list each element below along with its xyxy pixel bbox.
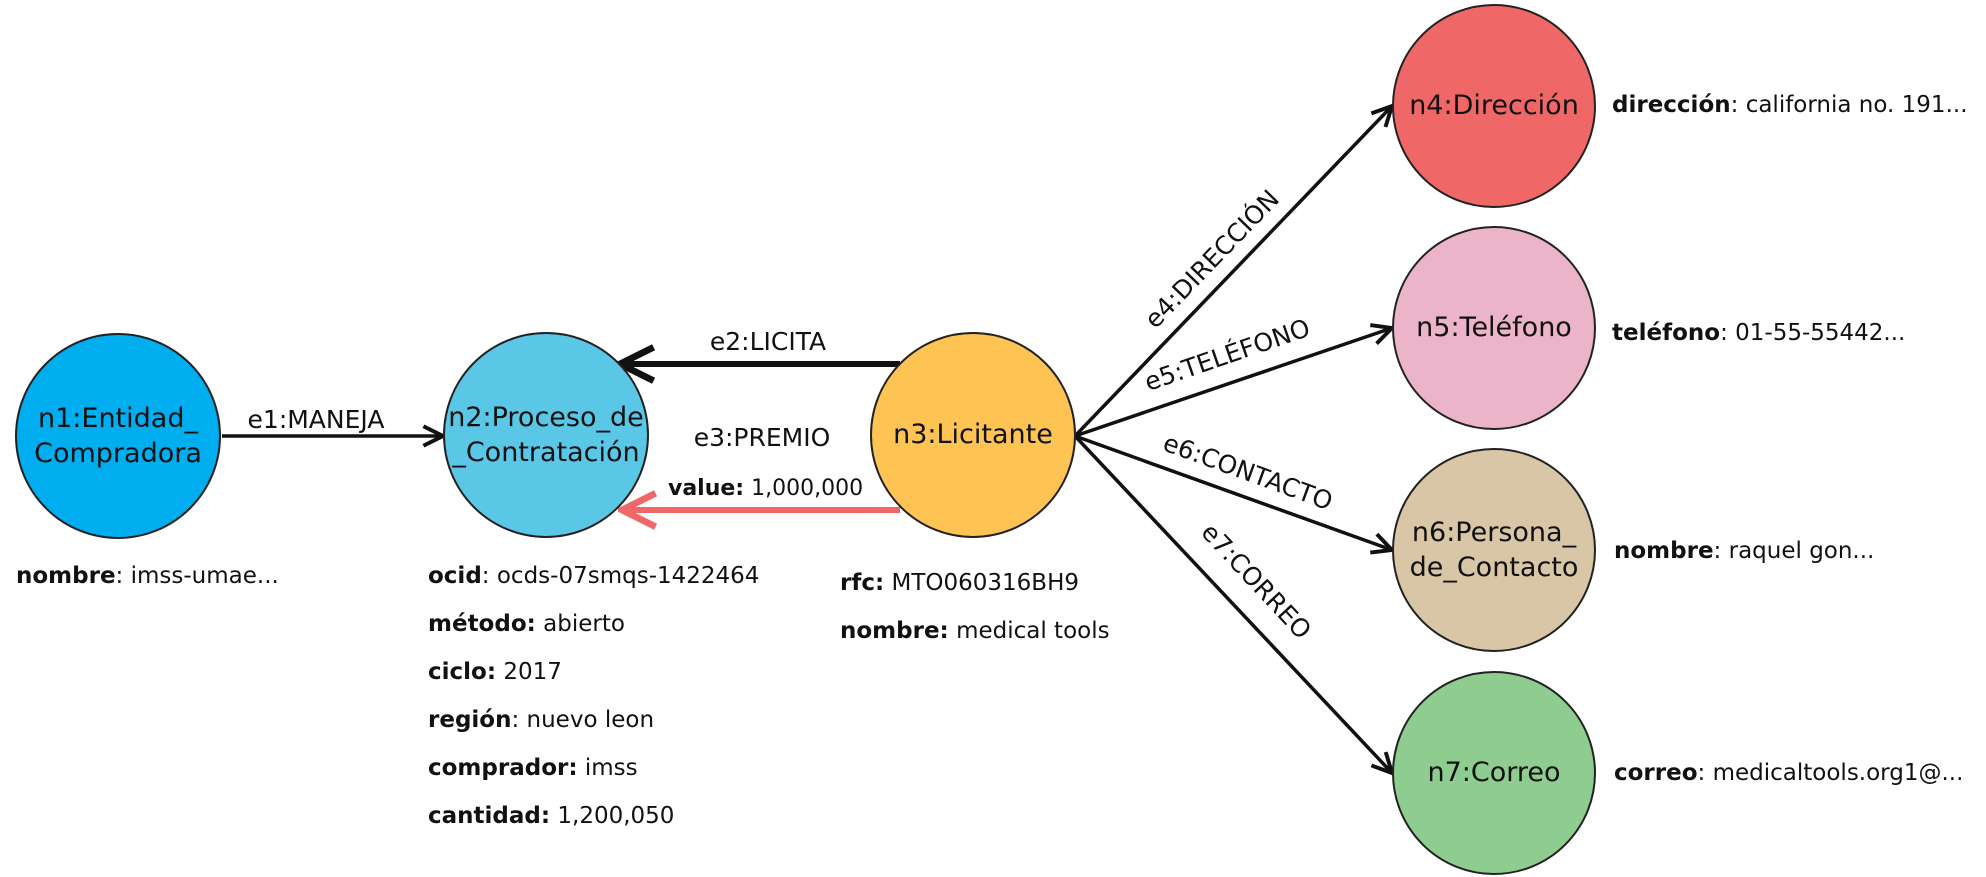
property-value: imss <box>584 755 638 781</box>
edge-e4-line <box>1073 106 1392 438</box>
property-value: 01-55-55442... <box>1735 320 1906 346</box>
n7-attribute: correo: medicaltools.org1@... <box>1614 760 1963 786</box>
property-key: rfc: <box>840 570 885 596</box>
edge-e3-value: value: 1,000,000 <box>668 476 863 501</box>
property-sep: : <box>481 563 497 589</box>
node-n6-label-line2: de_Contacto <box>1409 552 1579 583</box>
property-value: medical tools <box>956 618 1110 644</box>
n4-attribute: dirección: california no. 191... <box>1612 92 1968 118</box>
property-value: abierto <box>543 611 625 637</box>
node-n4-label: n4:Dirección <box>1409 90 1579 122</box>
property-key: nombre <box>16 563 116 589</box>
node-n5: n5:Teléfono <box>1392 226 1596 430</box>
property-key: teléfono <box>1612 320 1721 346</box>
property-row: rfc: MTO060316BH9 <box>840 572 1110 620</box>
property-key: ocid <box>428 563 482 589</box>
edge-e2-label: e2:LICITA <box>710 327 826 356</box>
node-n2: n2:Proceso_de _Contratación <box>443 332 649 538</box>
node-n7-label: n7:Correo <box>1427 757 1561 789</box>
property-value: raquel gon... <box>1728 538 1875 564</box>
property-key: nombre <box>1614 538 1714 564</box>
property-row: ciclo: 2017 <box>428 661 759 709</box>
property-key: cantidad: <box>428 803 551 829</box>
edge-e6-line <box>1074 434 1392 550</box>
property-value: medicaltools.org1@... <box>1712 760 1964 786</box>
property-value: imss-umae... <box>130 563 279 589</box>
node-n2-label-line1: n2:Proceso_de <box>448 401 644 433</box>
property-sep <box>949 618 956 644</box>
property-row: nombre: imss-umae... <box>16 565 279 613</box>
property-key: ciclo: <box>428 659 497 685</box>
property-row: cantidad: 1,200,050 <box>428 805 759 853</box>
property-sep: : <box>115 563 131 589</box>
edge-e5-line <box>1074 328 1392 438</box>
property-sep: : <box>1730 92 1746 118</box>
node-n6-label-line1: n6:Persona_ <box>1411 516 1577 548</box>
property-key: dirección <box>1612 92 1731 118</box>
node-n1-label-line2: Compradora <box>34 438 202 469</box>
property-row: ocid: ocds-07smqs-1422464 <box>428 565 759 613</box>
node-n2-label-line2: _Contratación <box>452 437 640 468</box>
property-key: nombre: <box>840 618 949 644</box>
node-n6: n6:Persona_ de_Contacto <box>1392 448 1596 652</box>
node-n5-label: n5:Teléfono <box>1416 312 1572 344</box>
property-value: ocds-07smqs-1422464 <box>496 563 760 589</box>
property-row: método: abierto <box>428 613 759 661</box>
property-row: comprador: imss <box>428 757 759 805</box>
property-sep: : <box>1697 760 1713 786</box>
node-n7: n7:Correo <box>1392 671 1596 875</box>
property-value: california no. 191... <box>1745 92 1968 118</box>
property-key: comprador: <box>428 755 578 781</box>
property-value: 1,200,050 <box>557 803 675 829</box>
property-value: 2017 <box>503 659 562 685</box>
property-key: método: <box>428 611 536 637</box>
property-sep <box>884 570 891 596</box>
edge-e6-label: e6:CONTACTO <box>1159 428 1336 516</box>
n2-properties: ocid: ocds-07smqs-1422464 método: abiert… <box>428 565 759 853</box>
property-value: nuevo leon <box>526 707 655 733</box>
edge-e7-line <box>1073 434 1392 773</box>
property-sep <box>578 755 585 781</box>
node-n1-label-line1: n1:Entidad_ <box>38 402 198 434</box>
property-row: nombre: medical tools <box>840 620 1110 668</box>
n5-attribute: teléfono: 01-55-55442... <box>1612 320 1905 346</box>
edge-e4-label: e4:DIRECCIÓN <box>1138 184 1285 334</box>
property-sep: : <box>511 707 527 733</box>
node-n3-label: n3:Licitante <box>893 419 1053 451</box>
node-n4: n4:Dirección <box>1392 4 1596 208</box>
property-sep: : <box>1713 538 1729 564</box>
property-value: MTO060316BH9 <box>891 570 1080 596</box>
edge-e1-label: e1:MANEJA <box>248 405 385 434</box>
property-sep: : <box>1720 320 1736 346</box>
property-key: correo <box>1614 760 1698 786</box>
node-n1: n1:Entidad_ Compradora <box>15 333 221 539</box>
n3-properties: rfc: MTO060316BH9 nombre: medical tools <box>840 572 1110 668</box>
n6-attribute: nombre: raquel gon... <box>1614 538 1874 564</box>
n1-properties: nombre: imss-umae... <box>16 565 279 613</box>
edge-e3-label: e3:PREMIO <box>694 423 831 452</box>
node-n3: n3:Licitante <box>870 332 1076 538</box>
property-key: región <box>428 707 512 733</box>
property-row: región: nuevo leon <box>428 709 759 757</box>
